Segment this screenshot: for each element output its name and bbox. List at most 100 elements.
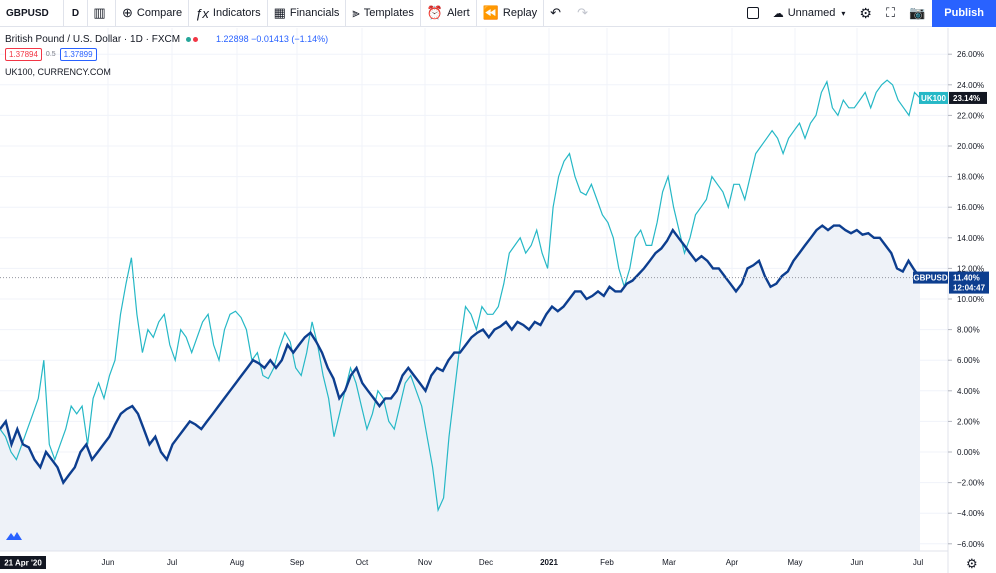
gbpusd-last-value-tag: GBPUSD 11.40%12:04:47 xyxy=(913,271,989,294)
start-date-box xyxy=(0,556,46,569)
y-tick-label: 2.00% xyxy=(957,417,980,426)
x-tick-label: May xyxy=(787,558,802,567)
alert-button[interactable]: ⏰ Alert xyxy=(421,0,477,27)
undo-button[interactable]: ↶ xyxy=(544,0,571,27)
y-tick-label: 14.00% xyxy=(957,234,984,243)
uk100-value-tag: 23.14% xyxy=(953,94,980,103)
y-tick-label: 16.00% xyxy=(957,203,984,212)
y-tick-label: 18.00% xyxy=(957,173,984,182)
chart-legend: British Pound / U.S. Dollar · 1D · FXCM … xyxy=(5,32,328,77)
uk100-name-tag: UK100 xyxy=(921,94,946,103)
bars-icon: ▥ xyxy=(93,5,106,20)
y-tick-label: 26.00% xyxy=(957,50,984,59)
symbol-search-button[interactable]: GBPUSD xyxy=(0,0,64,27)
gbpusd-series-line xyxy=(0,224,921,486)
gbpusd-value-tag: 11.40% xyxy=(953,274,980,283)
symbol-label: GBPUSD xyxy=(6,7,49,19)
uk100-name-box xyxy=(919,91,948,104)
x-tick-label: Jun xyxy=(851,558,864,567)
interval-label: D xyxy=(71,7,80,19)
x-tick-label: Dec xyxy=(479,558,493,567)
layout-name: Unnamed xyxy=(787,7,836,19)
y-tick-label: −6.00% xyxy=(957,540,984,549)
spread-value: 0.5 xyxy=(45,51,56,58)
x-tick-label: Feb xyxy=(600,558,614,567)
templates-label: Templates xyxy=(363,7,414,19)
fullscreen-button[interactable]: ⛶ xyxy=(879,0,902,27)
x-tick-label: Apr xyxy=(726,558,739,567)
y-tick-label: 8.00% xyxy=(957,326,980,335)
x-tick-label: Jul xyxy=(913,558,923,567)
price-chart[interactable]: 26.00% 24.00% 22.00% 20.00% 18.00% 16.00% 14.0… xyxy=(0,28,996,573)
y-tick-label: 6.00% xyxy=(957,356,980,365)
compare-symbol-legend[interactable]: UK100, CURRENCY.COM xyxy=(5,67,111,77)
legend-ohlc: 1.22898 −0.01413 (−1.14%) xyxy=(216,34,329,44)
financials-button[interactable]: ▦ Financials xyxy=(268,0,347,27)
publish-label: Publish xyxy=(944,7,984,19)
alarm-clock-icon: ⏰ xyxy=(426,5,444,20)
y-tick-label: 20.00% xyxy=(957,142,984,151)
publish-button[interactable]: Publish xyxy=(932,0,996,27)
multi-chart-button[interactable] xyxy=(740,0,766,27)
redo-icon: ↷ xyxy=(577,5,588,20)
alert-label: Alert xyxy=(447,7,470,19)
interval-button[interactable]: D xyxy=(64,0,88,27)
x-tick-label: Aug xyxy=(230,558,244,567)
settings-button[interactable]: ⚙ xyxy=(852,0,879,27)
camera-icon: 📷 xyxy=(909,5,926,20)
uk100-last-value-tag: UK100 23.14% xyxy=(919,91,987,104)
x-tick-label: Oct xyxy=(356,558,369,567)
snapshot-button[interactable]: 📷 xyxy=(902,0,932,27)
y-tick-label: 0.00% xyxy=(957,448,980,457)
layout-button[interactable]: ☁ Unnamed ▾ xyxy=(766,0,853,27)
undo-icon: ↶ xyxy=(550,5,562,20)
gbpusd-countdown-tag: 12:04:47 xyxy=(953,284,986,293)
status-dots-icon xyxy=(186,34,200,45)
square-icon xyxy=(746,7,759,19)
gbpusd-area-fill xyxy=(0,225,920,551)
redo-button[interactable]: ↷ xyxy=(571,0,598,27)
uk100-series-line xyxy=(0,79,921,513)
last-value-tags: UK100 23.14% GBPUSD 11.40%12:04:47 xyxy=(913,91,989,294)
x-tick-label: 2021 xyxy=(540,558,558,567)
toolbar-right: ☁ Unnamed ▾ ⚙ ⛶ 📷 Publish xyxy=(740,0,996,27)
templates-icon: ⫸ xyxy=(352,5,360,20)
time-axis[interactable]: Jun Jul Aug Sep Oct Nov Dec 2021 Feb Mar Apr May Jun… xyxy=(0,556,923,569)
y-tick-label: 22.00% xyxy=(957,111,984,120)
x-tick-label: Jul xyxy=(167,558,177,567)
fullscreen-icon: ⛶ xyxy=(885,5,896,20)
y-tick-label: 4.00% xyxy=(957,387,980,396)
cloud-icon: ☁ xyxy=(772,7,784,20)
gear-icon: ⚙ xyxy=(859,4,872,21)
axis-settings-gear-icon[interactable]: ⚙ xyxy=(966,556,978,571)
indicators-button[interactable]: ƒx Indicators xyxy=(189,0,268,27)
compare-button[interactable]: ⊕ Compare xyxy=(116,0,190,27)
legend-title: British Pound / U.S. Dollar · 1D · FXCM xyxy=(5,33,181,45)
top-toolbar: GBPUSD D ▥ ⊕ Compare ƒx Indicators ▦ Financ… xyxy=(0,0,996,27)
ask-price[interactable]: 1.37899 xyxy=(59,48,97,61)
uk100-value-box xyxy=(949,91,987,104)
replay-label: Replay xyxy=(502,7,538,19)
chart-type-button[interactable]: ▥ xyxy=(88,0,116,27)
replay-button[interactable]: ⏪ Replay xyxy=(477,0,545,27)
y-tick-label: 24.00% xyxy=(957,81,984,90)
indicators-label: Indicators xyxy=(212,7,261,19)
price-axis[interactable]: 26.00% 24.00% 22.00% 20.00% 18.00% 16.00% 14.0… xyxy=(948,50,984,549)
tradingview-logo-icon[interactable] xyxy=(4,528,24,544)
start-date-label: 21 Apr '20 xyxy=(0,556,46,569)
x-tick-label: Mar xyxy=(662,558,676,567)
gbpusd-value-box xyxy=(949,271,989,294)
gbpusd-name-box xyxy=(913,271,948,284)
start-date-text: 21 Apr '20 xyxy=(4,559,42,568)
y-tick-label: −4.00% xyxy=(957,509,984,518)
y-tick-label: 12.00% xyxy=(957,264,984,273)
financials-label: Financials xyxy=(289,7,340,19)
bid-price[interactable]: 1.37894 xyxy=(5,48,42,61)
bar-chart-icon: ▦ xyxy=(273,5,286,20)
x-tick-label: Jun xyxy=(102,558,115,567)
templates-button[interactable]: ⫸ Templates xyxy=(346,0,421,27)
compare-label: Compare xyxy=(136,7,183,19)
rewind-icon: ⏪ xyxy=(482,5,499,20)
gbpusd-name-tag: GBPUSD xyxy=(913,274,947,283)
chevron-down-icon: ▾ xyxy=(841,8,846,18)
